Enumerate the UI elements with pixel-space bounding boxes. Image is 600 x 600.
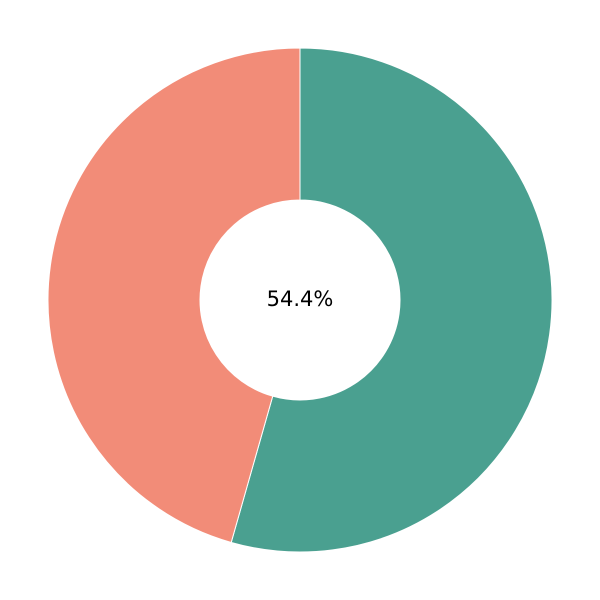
donut-slice: [230, 47, 553, 553]
donut-slice: [47, 47, 301, 544]
slices: [47, 47, 553, 553]
center-label: 54.4%: [267, 287, 334, 311]
